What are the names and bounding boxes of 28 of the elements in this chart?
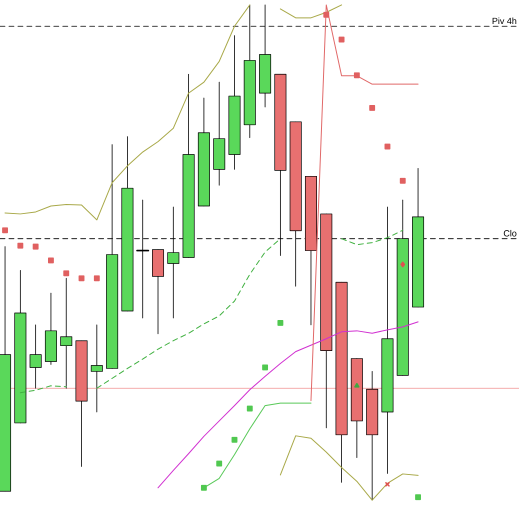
point	[17, 242, 24, 249]
point	[385, 482, 390, 487]
point	[400, 262, 406, 268]
point	[63, 270, 70, 276]
point	[2, 227, 8, 234]
point	[94, 275, 100, 282]
candlestick	[90, 324, 103, 412]
point	[277, 320, 284, 326]
point	[369, 105, 376, 111]
candlestick	[30, 324, 42, 389]
point	[78, 275, 84, 282]
point	[200, 484, 207, 491]
point	[48, 258, 54, 264]
point	[354, 72, 360, 78]
candlestick	[60, 278, 72, 389]
point	[32, 244, 39, 250]
point	[400, 178, 406, 184]
point	[262, 364, 268, 370]
point	[216, 460, 222, 466]
point	[232, 436, 238, 443]
point	[354, 382, 360, 388]
point	[323, 12, 330, 18]
ref-line-label: Piv 4h	[492, 18, 516, 24]
point	[246, 406, 253, 412]
point	[415, 494, 421, 500]
ref-line-label: Clo	[504, 230, 516, 237]
point	[338, 36, 345, 43]
point	[384, 144, 390, 150]
